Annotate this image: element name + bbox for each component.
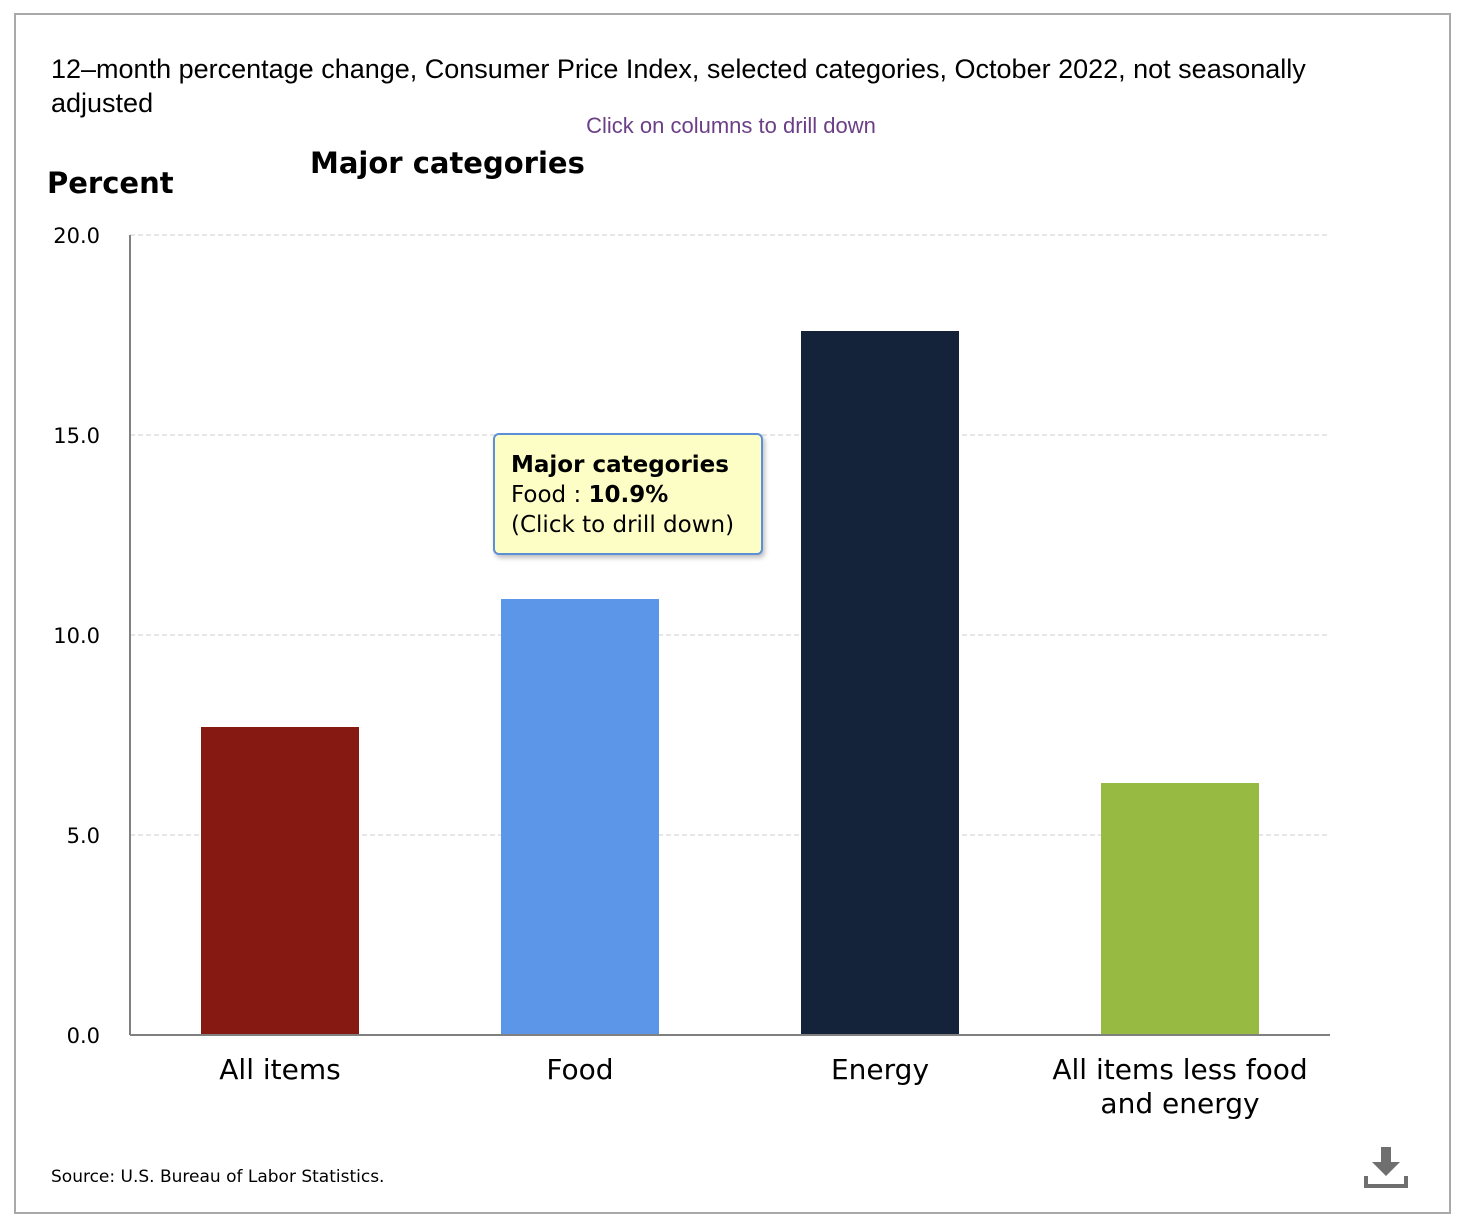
y-axis-ticks: 0.0 5.0 10.0 15.0 20.0: [53, 224, 100, 1048]
download-icon[interactable]: [1362, 1144, 1410, 1192]
tooltip-body: Food : 10.9%: [511, 480, 761, 510]
bar-food[interactable]: [501, 599, 659, 1035]
y-axis-label: Percent: [47, 166, 174, 200]
tooltip-category: Food: [511, 482, 567, 508]
tooltip: Major categories Food : 10.9% (Click to …: [493, 433, 763, 555]
tooltip-title: Major categories: [511, 452, 729, 478]
tooltip-note: (Click to drill down): [511, 512, 735, 538]
bar-all-items-less-food-and-energy[interactable]: [1101, 783, 1259, 1035]
bars: [201, 331, 1259, 1035]
y-tick-label: 0.0: [67, 1024, 100, 1048]
y-tick-label: 5.0: [67, 824, 100, 848]
source-note: Source: U.S. Bureau of Labor Statistics.: [51, 1167, 385, 1187]
axes: [129, 235, 1330, 1036]
x-tick-label: All items: [219, 1053, 340, 1086]
bar-all-items[interactable]: [201, 727, 359, 1035]
x-tick-label: All items less food and energy: [1052, 1053, 1307, 1120]
y-tick-label: 10.0: [53, 624, 100, 648]
tooltip-separator: :: [566, 482, 589, 508]
y-tick-label: 20.0: [53, 224, 100, 248]
bar-energy[interactable]: [801, 331, 959, 1035]
y-tick-label: 15.0: [53, 424, 100, 448]
x-tick-label: Energy: [831, 1053, 929, 1086]
tooltip-value: 10.9%: [588, 482, 669, 508]
chart-title: 12–month percentage change, Consumer Pri…: [51, 54, 1306, 118]
x-axis-ticks: All items Food Energy All items less food an…: [219, 1053, 1307, 1120]
chart-subtitle: Major categories: [310, 146, 585, 180]
x-tick-label: Food: [546, 1053, 613, 1086]
drilldown-hint: Click on columns to drill down: [586, 113, 876, 138]
